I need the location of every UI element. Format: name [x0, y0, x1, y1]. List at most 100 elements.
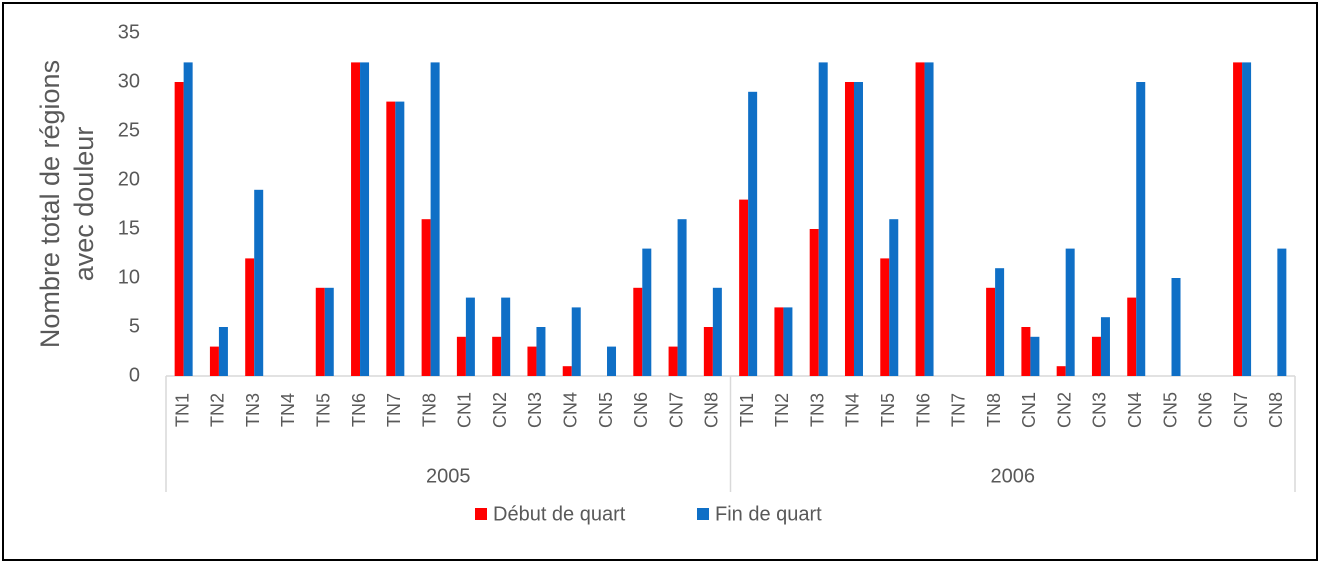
x-tick-label: CN5 — [1160, 392, 1180, 428]
bar — [254, 189, 264, 376]
bar — [562, 366, 572, 376]
bar — [536, 327, 546, 376]
bar — [844, 82, 854, 376]
bar — [183, 62, 193, 377]
bar — [995, 268, 1005, 376]
bar — [809, 229, 819, 376]
bar — [386, 101, 396, 376]
bar — [677, 219, 687, 376]
x-tick-label: CN6 — [1196, 392, 1216, 428]
y-tick-label: 15 — [118, 217, 140, 239]
x-tick-label: TN5 — [314, 393, 334, 427]
group-label: 2005 — [426, 465, 471, 487]
bar — [633, 287, 643, 376]
y-tick-label: 30 — [118, 70, 140, 92]
bar — [1242, 62, 1252, 377]
bar — [668, 346, 678, 376]
bar — [1030, 336, 1040, 376]
x-tick-label: CN4 — [1125, 392, 1145, 428]
bar — [527, 346, 537, 376]
y-tick-label: 20 — [118, 168, 140, 190]
x-tick-label: TN6 — [913, 393, 933, 427]
y-tick-label: 10 — [118, 266, 140, 288]
bar — [315, 287, 325, 376]
bar — [818, 62, 828, 377]
x-tick-label: TN8 — [419, 393, 439, 427]
bar — [880, 258, 890, 376]
bar — [712, 287, 722, 376]
bar — [492, 336, 502, 376]
y-axis-label: Nombre total de régions — [35, 60, 65, 348]
bar — [1021, 327, 1031, 376]
bar — [1136, 82, 1146, 376]
bar — [209, 346, 219, 376]
x-tick-label: TN7 — [949, 393, 969, 427]
bar — [351, 62, 361, 377]
x-tick-label: TN2 — [772, 393, 792, 427]
x-tick-label: CN3 — [525, 392, 545, 428]
bar — [571, 307, 581, 376]
x-tick-label: CN2 — [1054, 392, 1074, 428]
y-axis-label: avec douleur — [69, 127, 99, 282]
bar — [853, 82, 863, 376]
bar — [501, 297, 511, 376]
bar — [456, 336, 466, 376]
y-tick-label: 5 — [129, 315, 140, 337]
bar — [1065, 248, 1075, 376]
bar — [1233, 62, 1243, 377]
bar — [783, 307, 793, 376]
bar — [748, 91, 758, 377]
x-tick-label: CN7 — [1231, 392, 1251, 428]
bar — [774, 307, 784, 376]
x-tick-label: TN6 — [349, 393, 369, 427]
bar — [739, 199, 749, 376]
bar — [430, 62, 440, 377]
y-tick-label: 35 — [118, 21, 140, 43]
x-tick-label: CN6 — [631, 392, 651, 428]
x-tick-label: CN8 — [702, 392, 722, 428]
bar — [245, 258, 255, 376]
x-tick-label: CN5 — [596, 392, 616, 428]
x-tick-label: CN2 — [490, 392, 510, 428]
bar — [924, 62, 934, 377]
legend-swatch — [697, 508, 709, 520]
x-tick-label: TN2 — [208, 393, 228, 427]
x-tick-label: CN1 — [1019, 392, 1039, 428]
x-tick-label: TN8 — [984, 393, 1004, 427]
bar — [915, 62, 925, 377]
y-tick-label: 0 — [129, 364, 140, 386]
x-tick-label: CN1 — [455, 392, 475, 428]
x-tick-label: TN3 — [243, 393, 263, 427]
bar — [360, 62, 370, 377]
bar — [986, 287, 996, 376]
x-tick-label: TN4 — [843, 393, 863, 427]
bar — [395, 101, 405, 376]
bar — [1277, 248, 1287, 376]
x-tick-label: CN3 — [1090, 392, 1110, 428]
legend-label: Fin de quart — [715, 503, 822, 525]
x-tick-label: CN4 — [560, 392, 580, 428]
y-tick-label: 25 — [118, 119, 140, 141]
bar — [1171, 278, 1181, 376]
group-label: 2006 — [991, 465, 1036, 487]
bar — [607, 346, 617, 376]
bar — [703, 327, 713, 376]
bar — [1056, 366, 1066, 376]
x-tick-label: TN4 — [278, 393, 298, 427]
bar — [1127, 297, 1137, 376]
x-tick-label: CN7 — [666, 392, 686, 428]
x-tick-label: CN8 — [1266, 392, 1286, 428]
x-tick-label: TN1 — [172, 393, 192, 427]
bar — [889, 219, 899, 376]
legend-swatch — [475, 508, 487, 520]
bar — [421, 219, 431, 376]
bar — [1091, 336, 1101, 376]
bar — [218, 327, 228, 376]
bar — [465, 297, 475, 376]
x-tick-label: TN5 — [878, 393, 898, 427]
bar — [1100, 317, 1110, 376]
x-tick-label: TN7 — [384, 393, 404, 427]
x-tick-label: TN1 — [737, 393, 757, 427]
